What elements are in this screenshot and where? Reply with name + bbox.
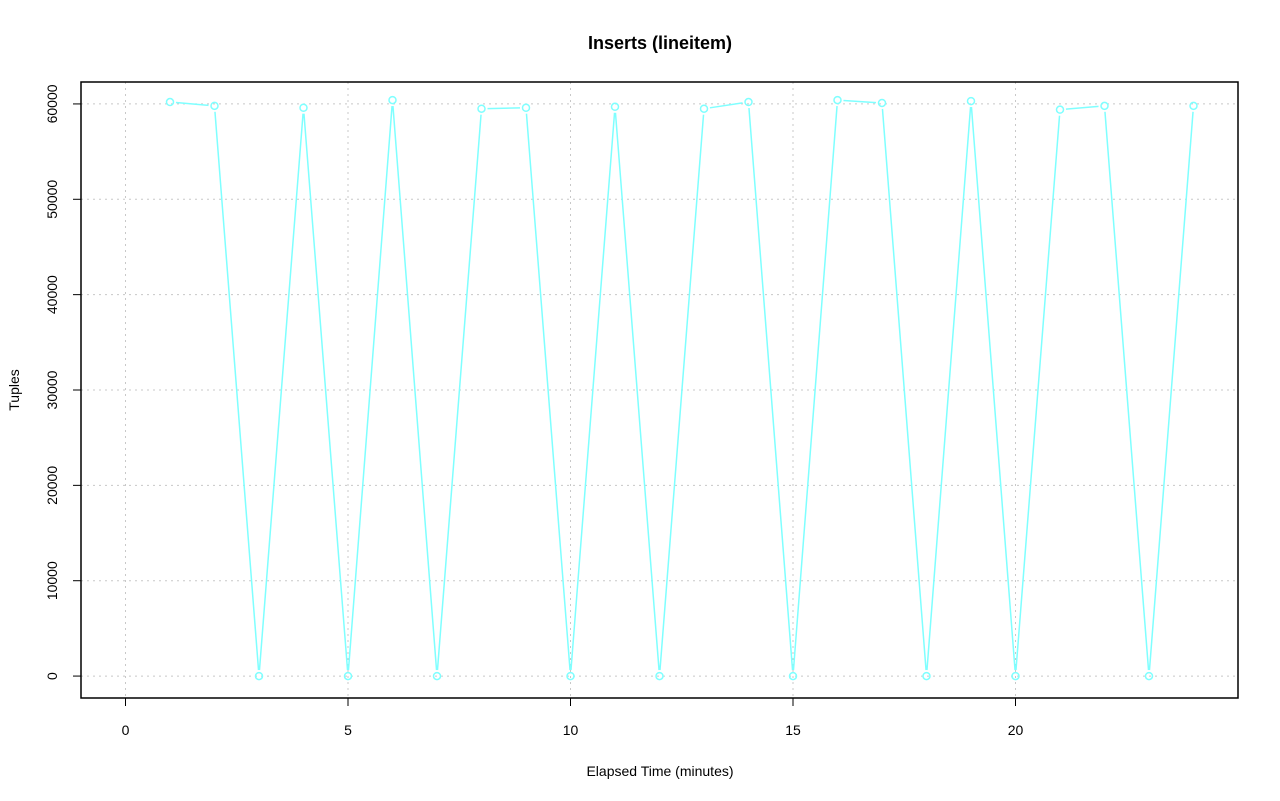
data-point	[521, 103, 531, 112]
series-line-segment	[614, 112, 660, 671]
series-line-segment	[436, 114, 482, 671]
data-point	[744, 97, 753, 107]
data-point	[966, 96, 976, 106]
y-tick-label: 40000	[44, 275, 60, 314]
data-point	[788, 671, 798, 681]
series-line-segment	[392, 106, 438, 671]
grid-lines	[81, 82, 1238, 698]
x-tick-label: 5	[344, 722, 352, 738]
data-point	[1144, 671, 1154, 681]
data-point	[1189, 101, 1198, 111]
y-tick-label: 50000	[44, 180, 60, 219]
series-line-segment	[525, 113, 571, 671]
series-line-segment	[1015, 115, 1061, 671]
series-line-segment	[792, 106, 838, 671]
data-point	[922, 671, 931, 681]
data-point	[1011, 671, 1020, 681]
series-line-segment	[570, 112, 616, 671]
series-line-segment	[347, 106, 393, 671]
y-axis-label: Tuples	[6, 369, 22, 411]
series-line-segment	[214, 111, 260, 671]
data-point	[299, 103, 308, 112]
y-tick-label: 60000	[44, 84, 60, 123]
data-point	[477, 104, 486, 113]
data-point	[210, 101, 219, 111]
series-line-segment	[970, 106, 1016, 671]
x-axis: 0 5 10 15 20	[122, 697, 1024, 738]
x-axis-label: Elapsed Time (minutes)	[586, 763, 733, 779]
y-axis: 0 10000 20000 30000 40000 50000 60000	[44, 84, 81, 680]
x-tick-label: 0	[122, 722, 130, 738]
y-tick-label: 10000	[44, 561, 60, 600]
series-line-segment	[487, 107, 521, 110]
series-line-segment	[659, 114, 705, 671]
series-line-segment	[175, 101, 209, 107]
data-point	[1100, 101, 1109, 111]
series-line-segment	[881, 108, 927, 671]
data-point	[1055, 105, 1065, 114]
series-line-segment	[843, 99, 877, 104]
data-point	[877, 98, 887, 108]
y-tick-label: 0	[44, 672, 60, 680]
x-tick-label: 20	[1008, 722, 1024, 738]
series-line-segment	[926, 106, 972, 671]
x-tick-label: 15	[785, 722, 801, 738]
data-point	[699, 104, 709, 113]
data-point	[432, 671, 442, 681]
series-line-segment	[1065, 105, 1099, 110]
data-point	[343, 671, 353, 681]
y-tick-label: 20000	[44, 466, 60, 505]
data-point	[165, 97, 175, 107]
plot-frame	[80, 81, 1239, 699]
data-point	[610, 102, 620, 112]
data-point	[566, 671, 575, 681]
series-line-segment	[1104, 111, 1150, 671]
x-tick-label: 10	[563, 722, 579, 738]
data-point	[388, 95, 397, 105]
series-line-segment	[748, 107, 794, 671]
series-line-segment	[303, 113, 349, 671]
series-line-segment	[709, 102, 743, 109]
data-point	[655, 671, 664, 681]
series-line-segment	[258, 113, 304, 671]
data-point	[833, 95, 842, 105]
series-line-segment	[1148, 111, 1194, 671]
y-tick-label: 30000	[44, 370, 60, 409]
series-group	[165, 95, 1198, 681]
data-point	[254, 671, 264, 681]
chart-title: Inserts (lineitem)	[588, 33, 732, 53]
